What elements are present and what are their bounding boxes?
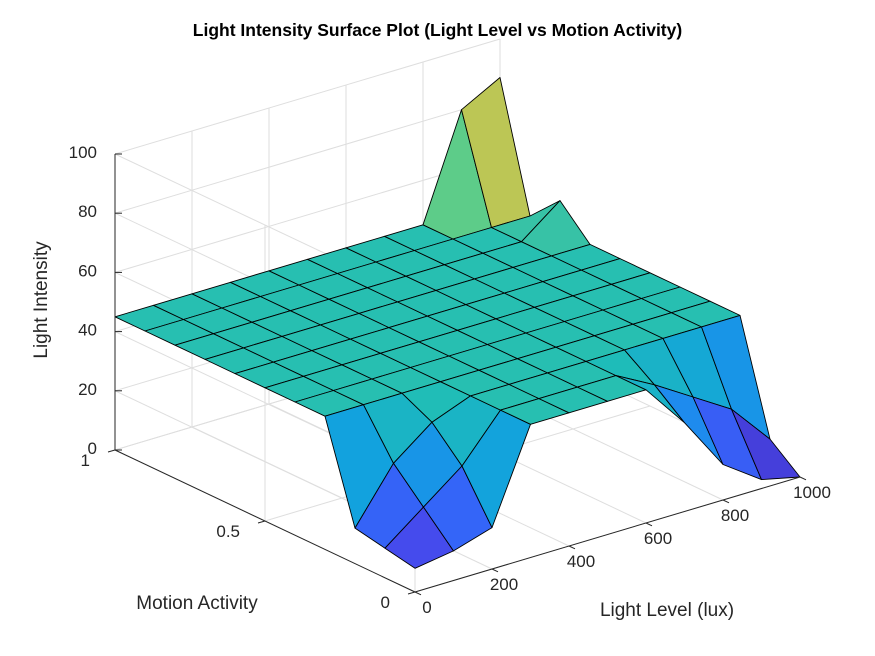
y-tick-mark bbox=[107, 449, 116, 453]
x-tick-label: 600 bbox=[644, 529, 672, 548]
z-tick-label: 60 bbox=[78, 261, 97, 280]
wall-grid-z bbox=[114, 38, 501, 155]
y-tick-mark bbox=[257, 520, 266, 524]
x-tick-label: 0 bbox=[422, 598, 431, 617]
y-tick-label: 0.5 bbox=[216, 522, 240, 541]
z-tick-label: 100 bbox=[69, 143, 97, 162]
z-tick-label: 80 bbox=[78, 202, 97, 221]
x-axis-label: Light Level (lux) bbox=[600, 600, 734, 621]
y-tick-label: 0 bbox=[381, 593, 390, 612]
x-tick-label: 400 bbox=[567, 552, 595, 571]
x-tick-label: 1000 bbox=[793, 483, 831, 502]
z-axis-label: Light Intensity bbox=[31, 241, 52, 359]
chart-title: Light Intensity Surface Plot (Light Leve… bbox=[192, 20, 683, 40]
y-tick-label: 1 bbox=[81, 451, 90, 470]
axes bbox=[107, 153, 807, 596]
x-tick-mark bbox=[722, 499, 730, 504]
wall-grid-z bbox=[114, 156, 501, 273]
z-tick-label: 0 bbox=[88, 439, 97, 458]
surface-patch bbox=[731, 408, 801, 481]
x-tick-mark bbox=[799, 476, 807, 481]
y-tick-mark bbox=[407, 591, 416, 595]
x-tick-mark bbox=[645, 522, 653, 527]
x-axis-line bbox=[414, 476, 801, 593]
z-tick-label: 40 bbox=[78, 321, 97, 340]
x-tick-label: 200 bbox=[490, 575, 518, 594]
surface bbox=[114, 77, 801, 569]
x-tick-mark bbox=[568, 545, 576, 550]
x-tick-mark bbox=[414, 591, 422, 596]
z-tick-label: 20 bbox=[78, 380, 97, 399]
wall-grid-z bbox=[114, 97, 501, 214]
x-tick-mark bbox=[491, 568, 499, 573]
x-tick-label: 800 bbox=[721, 506, 749, 525]
y-axis-label: Motion Activity bbox=[136, 593, 258, 614]
